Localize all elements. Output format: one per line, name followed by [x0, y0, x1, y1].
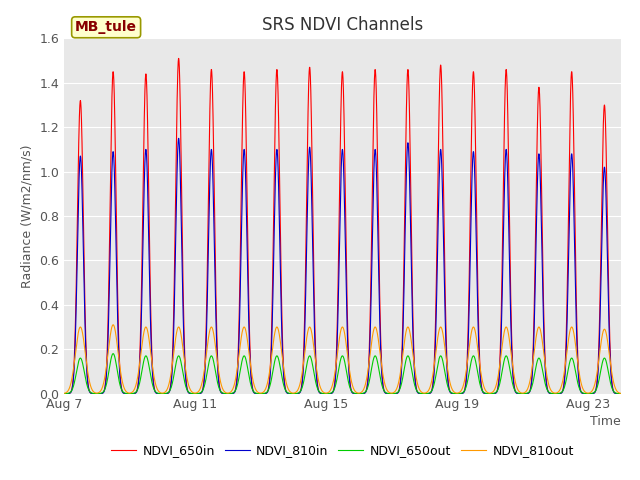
NDVI_650out	[298, 384, 306, 390]
NDVI_810out	[539, 340, 547, 346]
NDVI_810in	[539, 276, 547, 282]
NDVI_810out	[460, 382, 467, 387]
NDVI_810out	[263, 383, 271, 389]
Legend: NDVI_650in, NDVI_810in, NDVI_650out, NDVI_810out: NDVI_650in, NDVI_810in, NDVI_650out, NDV…	[106, 439, 579, 462]
NDVI_810out	[60, 390, 68, 396]
NDVI_650in	[518, 391, 526, 396]
Text: MB_tule: MB_tule	[75, 20, 137, 34]
NDVI_650in	[298, 378, 306, 384]
NDVI_650in	[460, 389, 467, 395]
NDVI_650out	[617, 391, 625, 396]
NDVI_810in	[263, 390, 271, 396]
Text: Time: Time	[590, 415, 621, 428]
NDVI_810out	[298, 370, 306, 376]
Title: SRS NDVI Channels: SRS NDVI Channels	[262, 16, 423, 34]
NDVI_810in	[175, 135, 182, 141]
NDVI_810out	[518, 390, 526, 396]
NDVI_650in	[617, 391, 625, 396]
NDVI_810out	[319, 389, 327, 395]
Line: NDVI_810out: NDVI_810out	[64, 325, 621, 393]
NDVI_810out	[617, 390, 625, 396]
Line: NDVI_650in: NDVI_650in	[64, 59, 621, 394]
NDVI_650out	[263, 389, 271, 395]
NDVI_650out	[60, 391, 68, 396]
NDVI_650in	[263, 390, 271, 396]
Line: NDVI_810in: NDVI_810in	[64, 138, 621, 394]
NDVI_810in	[460, 390, 467, 396]
Line: NDVI_650out: NDVI_650out	[64, 354, 621, 394]
NDVI_810in	[617, 391, 625, 396]
NDVI_650in	[175, 56, 182, 61]
NDVI_810in	[298, 381, 306, 387]
NDVI_650out	[109, 351, 117, 357]
NDVI_650out	[319, 391, 327, 396]
NDVI_650out	[460, 389, 467, 395]
NDVI_650in	[60, 391, 68, 396]
NDVI_810out	[109, 322, 117, 328]
NDVI_650in	[539, 245, 547, 251]
NDVI_650out	[539, 367, 547, 373]
NDVI_810in	[319, 391, 327, 396]
NDVI_810in	[60, 391, 68, 396]
NDVI_810in	[518, 391, 526, 396]
NDVI_650out	[518, 391, 526, 396]
NDVI_650in	[319, 391, 327, 396]
Y-axis label: Radiance (W/m2/nm/s): Radiance (W/m2/nm/s)	[20, 144, 33, 288]
